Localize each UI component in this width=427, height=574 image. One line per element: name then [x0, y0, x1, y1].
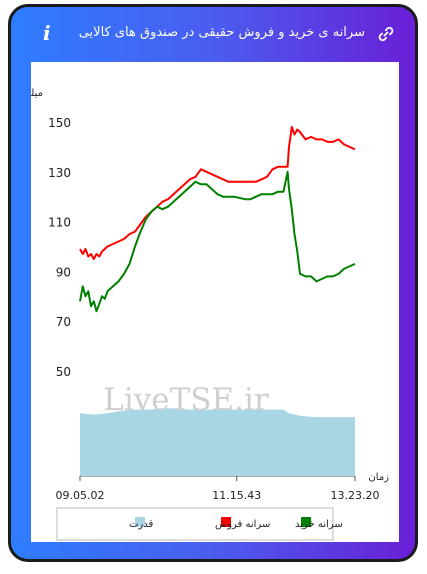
y-tick-label: 90 [56, 265, 71, 279]
y-tick-label: 150 [48, 116, 71, 130]
y-tick-label: 50 [56, 365, 71, 379]
y-tick-label: 110 [48, 216, 71, 230]
x-tick-label: 11.15.43 [212, 489, 261, 502]
buy-per-capita-line [79, 170, 356, 313]
y-axis: 150 130 110 90 70 50 [48, 116, 71, 379]
legend-swatch[interactable] [135, 517, 145, 527]
line-series [79, 126, 356, 313]
legend-label[interactable]: سرانه خرید [295, 519, 343, 530]
legend-box [56, 507, 334, 541]
card-header: i سرانه ی خرید و فروش حقیقی در صندوق های… [11, 7, 415, 63]
x-axis: 09.05.02 11.15.43 13.23.20 [56, 476, 380, 502]
chart-title: سرانه ی خرید و فروش حقیقی در صندوق های ک… [78, 25, 365, 40]
area-series [80, 408, 355, 476]
legend: سرانه خرید سرانه فروش قدرت [56, 507, 343, 541]
x-tick-label: 13.23.20 [331, 489, 380, 502]
chart-card: i سرانه ی خرید و فروش حقیقی در صندوق های… [8, 4, 418, 562]
x-tick-label: 09.05.02 [56, 489, 105, 502]
x-axis-title: زمان [368, 472, 389, 483]
y-tick-label: 130 [48, 166, 71, 180]
y-tick-label: 70 [56, 315, 71, 329]
watermark: LiveTSE.ir [103, 382, 269, 418]
link-icon[interactable] [377, 25, 395, 43]
y-axis-title: میلیون تومان [31, 88, 43, 99]
sell-per-capita-line [79, 126, 356, 260]
info-icon[interactable]: i [43, 21, 51, 45]
legend-label[interactable]: قدرت [129, 519, 153, 530]
legend-swatch[interactable] [221, 517, 231, 527]
legend-swatch[interactable] [301, 517, 311, 527]
legend-label[interactable]: سرانه فروش [215, 519, 270, 530]
power-area [80, 408, 355, 476]
